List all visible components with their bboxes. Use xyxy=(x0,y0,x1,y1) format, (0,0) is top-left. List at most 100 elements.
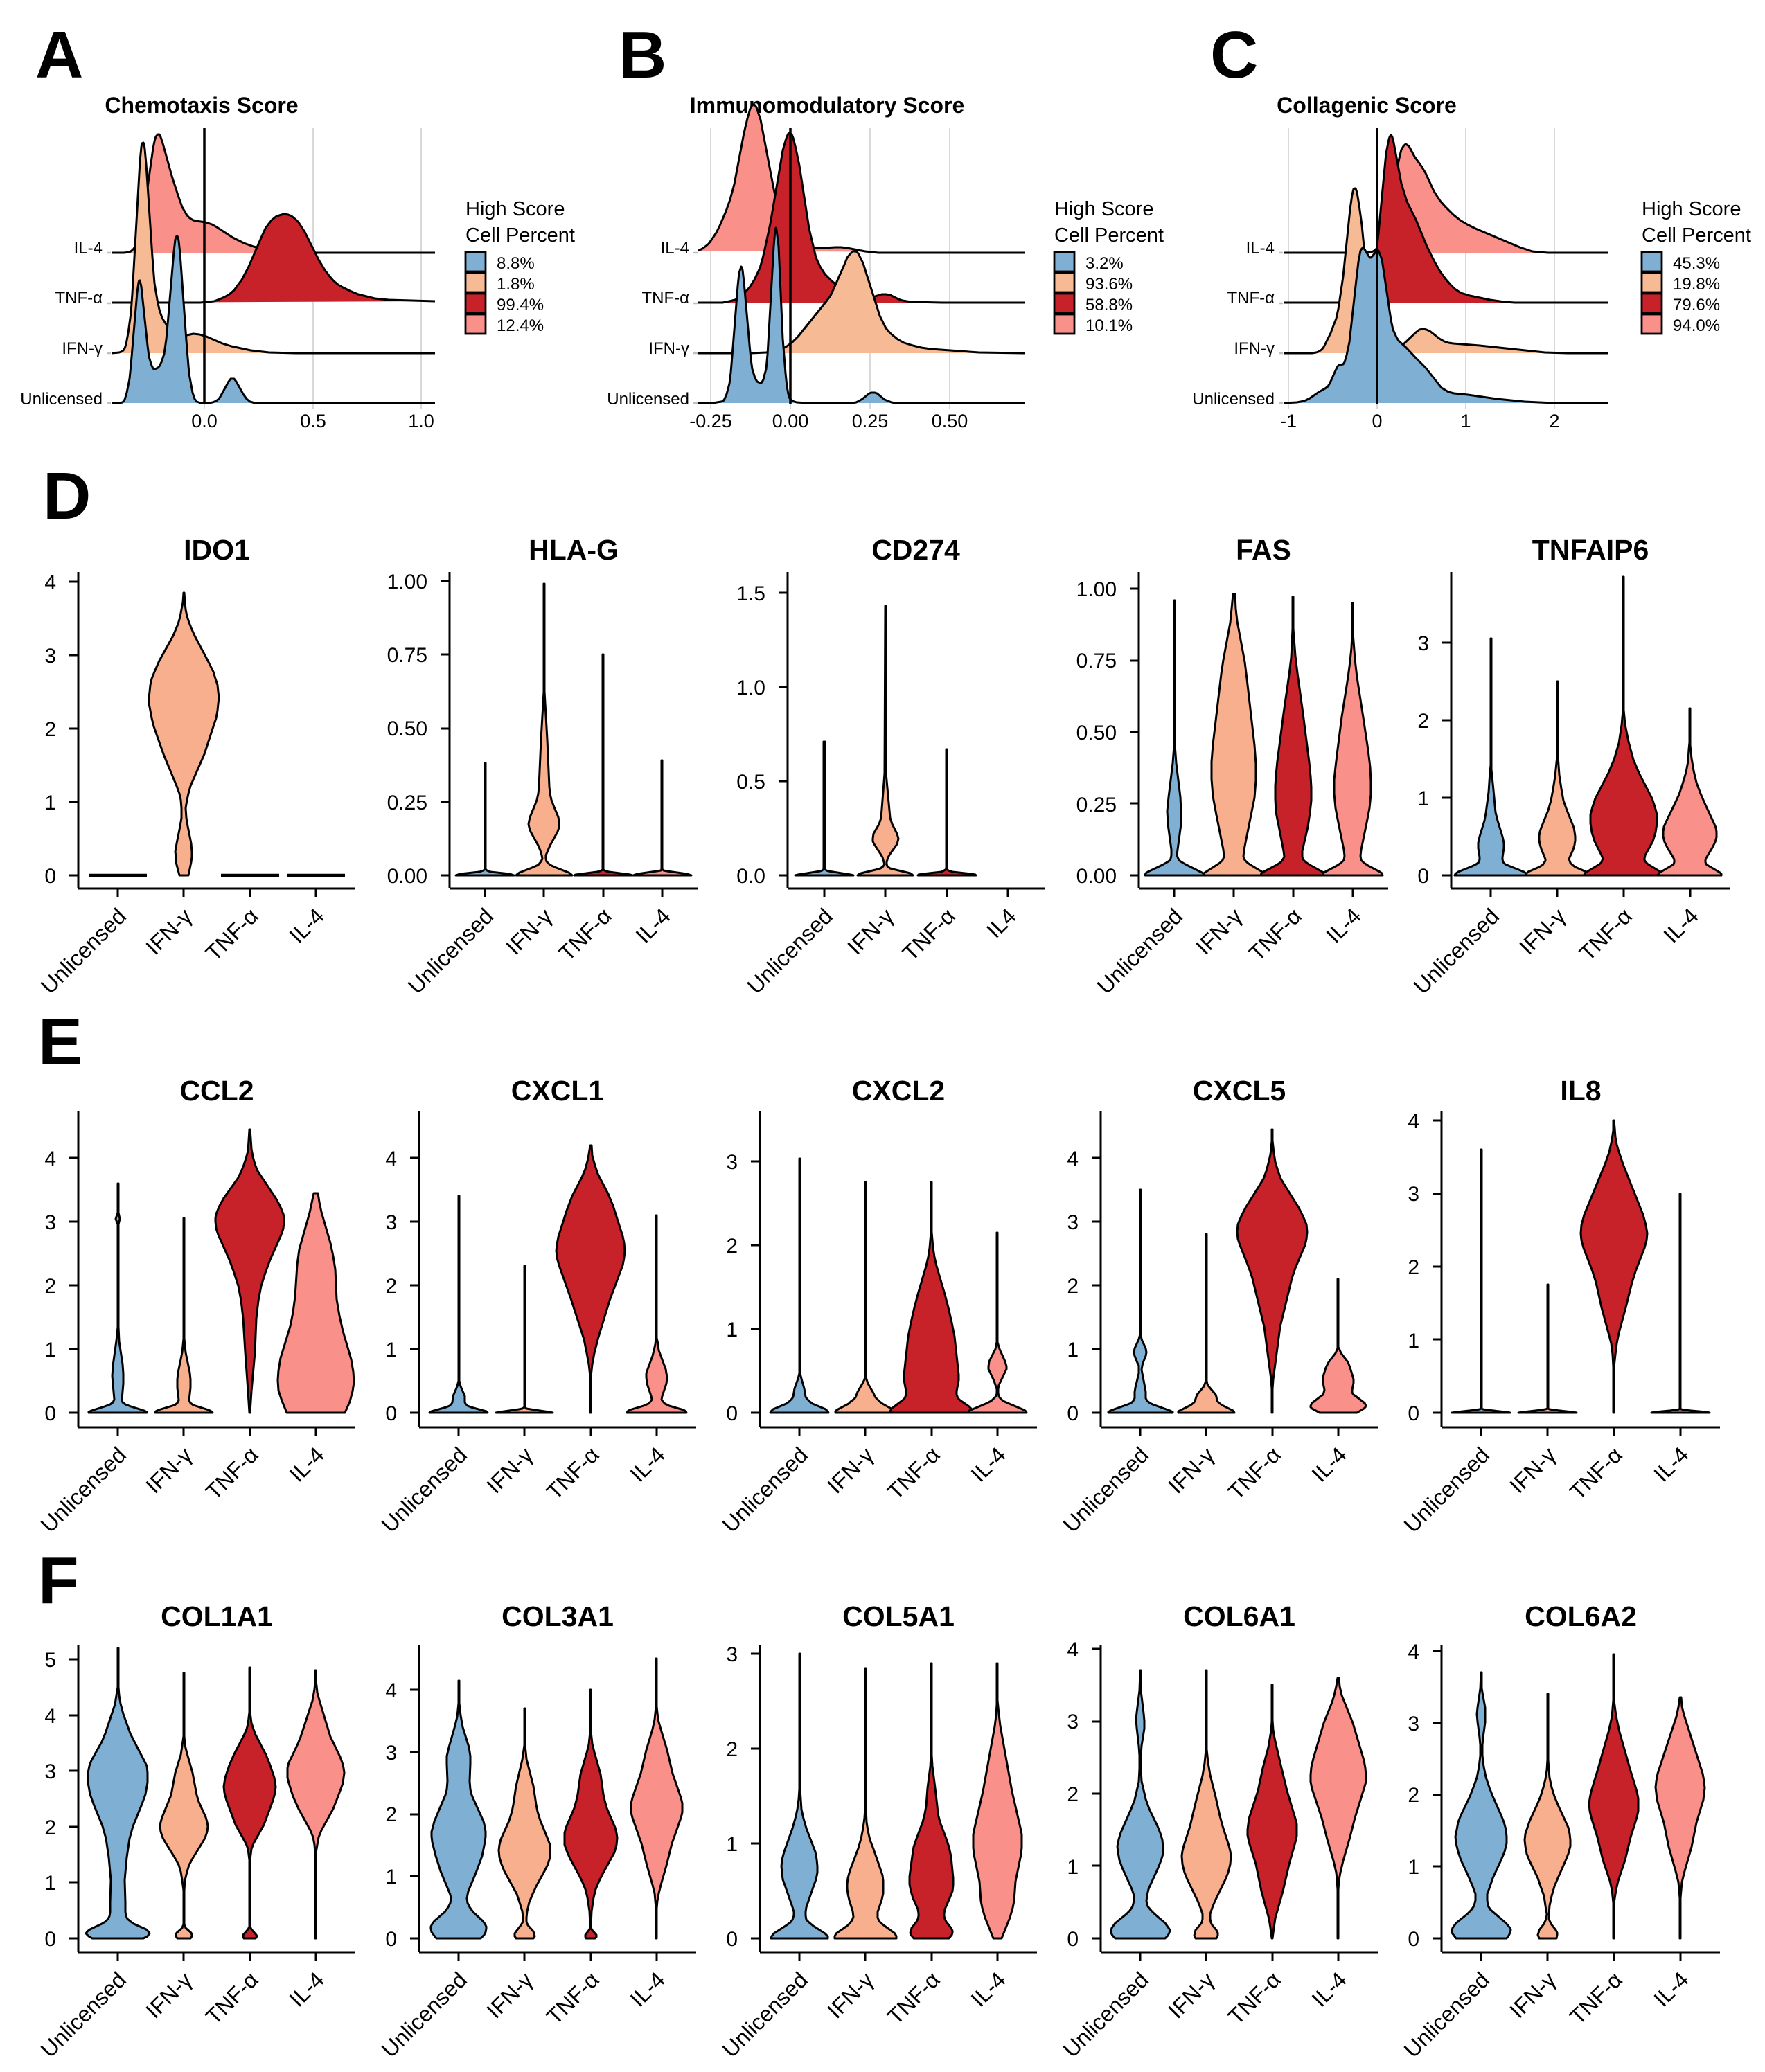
svg-text:1.00: 1.00 xyxy=(1076,578,1117,601)
svg-text:0.00: 0.00 xyxy=(387,865,427,888)
svg-text:3: 3 xyxy=(726,1151,738,1174)
svg-text:CXCL5: CXCL5 xyxy=(1193,1075,1286,1107)
svg-text:CXCL2: CXCL2 xyxy=(852,1075,945,1107)
svg-text:58.8%: 58.8% xyxy=(1085,296,1133,314)
svg-text:E: E xyxy=(38,1005,82,1079)
svg-text:99.4%: 99.4% xyxy=(497,296,544,314)
svg-text:IFN-γ: IFN-γ xyxy=(648,339,689,358)
svg-text:3: 3 xyxy=(1417,632,1429,655)
svg-text:0.00: 0.00 xyxy=(1076,865,1117,888)
svg-text:1: 1 xyxy=(385,1339,397,1361)
svg-text:2: 2 xyxy=(44,1816,56,1839)
svg-text:0.25: 0.25 xyxy=(1076,794,1117,816)
svg-text:1: 1 xyxy=(1067,1339,1079,1361)
svg-text:2: 2 xyxy=(1408,1256,1419,1279)
svg-text:1: 1 xyxy=(726,1833,738,1856)
svg-text:93.6%: 93.6% xyxy=(1085,275,1133,294)
svg-text:HLA-G: HLA-G xyxy=(529,534,619,566)
svg-text:0.25: 0.25 xyxy=(387,792,427,814)
svg-text:Unlicensed: Unlicensed xyxy=(20,390,103,409)
svg-text:IFN-γ: IFN-γ xyxy=(62,339,103,358)
svg-text:2: 2 xyxy=(44,1275,56,1298)
svg-text:1: 1 xyxy=(44,1339,56,1361)
svg-text:0.5: 0.5 xyxy=(736,771,765,794)
svg-text:0: 0 xyxy=(44,1402,56,1425)
svg-text:1: 1 xyxy=(44,1872,56,1895)
svg-text:TNF-α: TNF-α xyxy=(641,289,689,307)
svg-text:FAS: FAS xyxy=(1236,534,1291,566)
svg-text:0: 0 xyxy=(385,1402,397,1425)
svg-text:3: 3 xyxy=(726,1643,738,1666)
svg-text:IL-4: IL-4 xyxy=(661,239,689,258)
svg-text:1: 1 xyxy=(385,1866,397,1888)
svg-text:3: 3 xyxy=(44,1760,56,1783)
svg-text:0.75: 0.75 xyxy=(1076,650,1117,672)
svg-text:IL-4: IL-4 xyxy=(1246,239,1275,258)
svg-text:94.0%: 94.0% xyxy=(1673,316,1720,335)
svg-text:Cell Percent: Cell Percent xyxy=(1642,224,1751,247)
svg-text:0: 0 xyxy=(1408,1928,1419,1951)
svg-text:8.8%: 8.8% xyxy=(497,254,535,273)
svg-text:0.5: 0.5 xyxy=(300,411,326,431)
svg-text:2: 2 xyxy=(44,718,56,741)
svg-text:2: 2 xyxy=(726,1235,738,1258)
svg-text:C: C xyxy=(1210,18,1258,92)
svg-text:3: 3 xyxy=(1408,1713,1419,1735)
svg-text:2: 2 xyxy=(385,1803,397,1826)
svg-text:4: 4 xyxy=(385,1147,397,1170)
svg-text:0: 0 xyxy=(385,1928,397,1951)
svg-text:2: 2 xyxy=(726,1738,738,1761)
svg-text:TNF-α: TNF-α xyxy=(1227,289,1275,307)
svg-text:5: 5 xyxy=(44,1649,56,1672)
svg-text:2: 2 xyxy=(1067,1783,1079,1806)
svg-text:1: 1 xyxy=(1408,1856,1419,1879)
svg-text:45.3%: 45.3% xyxy=(1673,254,1720,273)
svg-text:A: A xyxy=(35,18,83,92)
svg-text:CD274: CD274 xyxy=(871,534,960,566)
svg-text:COL6A1: COL6A1 xyxy=(1183,1600,1295,1632)
svg-text:0: 0 xyxy=(726,1928,738,1951)
svg-text:0.50: 0.50 xyxy=(387,717,427,740)
svg-text:CXCL1: CXCL1 xyxy=(511,1075,604,1107)
svg-text:3: 3 xyxy=(385,1742,397,1765)
svg-text:1: 1 xyxy=(44,792,56,814)
svg-text:IL8: IL8 xyxy=(1560,1075,1601,1107)
svg-text:2: 2 xyxy=(1417,710,1429,733)
svg-text:79.6%: 79.6% xyxy=(1673,296,1720,314)
svg-text:0.75: 0.75 xyxy=(387,644,427,667)
svg-text:Collagenic Score: Collagenic Score xyxy=(1277,93,1457,118)
svg-text:Unlicensed: Unlicensed xyxy=(607,390,689,409)
svg-text:2: 2 xyxy=(1549,411,1559,431)
svg-text:1.8%: 1.8% xyxy=(497,275,535,294)
svg-text:2: 2 xyxy=(1408,1784,1419,1807)
svg-text:0: 0 xyxy=(1417,865,1429,888)
svg-text:3.2%: 3.2% xyxy=(1085,254,1124,273)
svg-text:COL5A1: COL5A1 xyxy=(842,1600,955,1632)
svg-text:0.25: 0.25 xyxy=(852,411,889,431)
svg-text:3: 3 xyxy=(385,1211,397,1234)
svg-text:1.5: 1.5 xyxy=(736,582,765,605)
svg-text:0: 0 xyxy=(44,865,56,888)
svg-text:-0.25: -0.25 xyxy=(689,411,732,431)
svg-text:1.00: 1.00 xyxy=(387,571,427,593)
svg-text:High Score: High Score xyxy=(465,198,565,220)
svg-text:4: 4 xyxy=(1408,1110,1419,1133)
svg-text:0: 0 xyxy=(1067,1402,1079,1425)
svg-text:B: B xyxy=(619,18,666,92)
svg-text:2: 2 xyxy=(1067,1275,1079,1298)
svg-text:4: 4 xyxy=(44,1705,56,1728)
svg-text:4: 4 xyxy=(1067,1147,1079,1170)
svg-text:3: 3 xyxy=(1067,1711,1079,1733)
svg-text:TNF-α: TNF-α xyxy=(55,289,103,307)
svg-text:0: 0 xyxy=(1408,1402,1419,1425)
svg-text:-1: -1 xyxy=(1280,411,1297,431)
svg-text:Cell Percent: Cell Percent xyxy=(1054,224,1164,247)
svg-text:High Score: High Score xyxy=(1054,198,1153,220)
svg-text:0.50: 0.50 xyxy=(932,411,968,431)
svg-text:4: 4 xyxy=(1067,1638,1079,1661)
svg-text:19.8%: 19.8% xyxy=(1673,275,1720,294)
svg-text:F: F xyxy=(38,1544,79,1618)
svg-text:0.0: 0.0 xyxy=(736,865,765,888)
svg-text:12.4%: 12.4% xyxy=(497,316,544,335)
svg-text:1: 1 xyxy=(1408,1330,1419,1352)
